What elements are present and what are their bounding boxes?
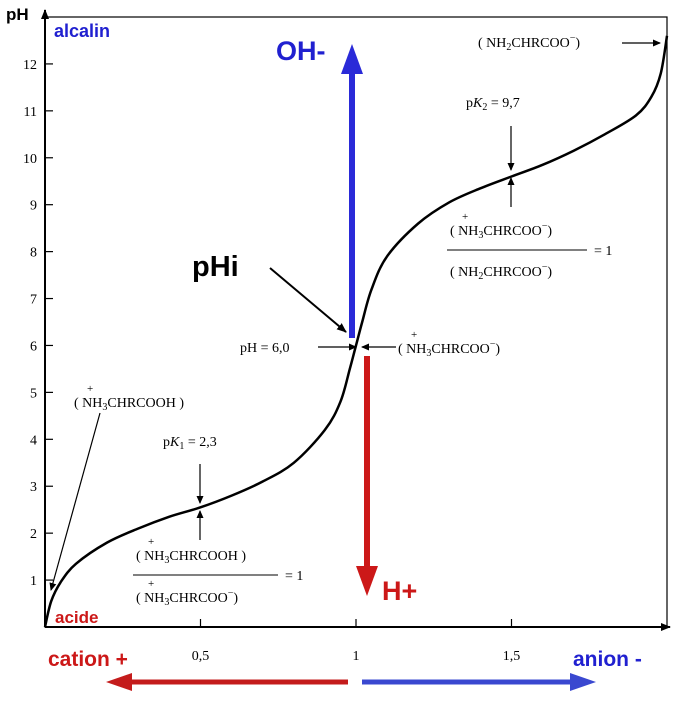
start-annotation: ( NH3CHRCOOH ) bbox=[74, 396, 184, 413]
end-annotation: ( NH2CHRCOO−) bbox=[478, 33, 580, 53]
y-tick-label: 2 bbox=[30, 527, 37, 542]
y-tick-label: 3 bbox=[30, 480, 37, 495]
pk2-numerator: ( NH3CHRCOO−) bbox=[450, 221, 552, 241]
y-tick-label: 4 bbox=[30, 433, 37, 448]
pk2-denominator: ( NH2CHRCOO−) bbox=[450, 262, 552, 282]
y-tick-label: 5 bbox=[30, 386, 37, 401]
pk1-numerator: ( NH3CHRCOOH ) bbox=[136, 549, 246, 566]
phi-pointer bbox=[269, 267, 347, 333]
cation-arrow-head bbox=[106, 673, 132, 691]
x-tick-label: 1,5 bbox=[503, 649, 521, 664]
y-tick-label: 1 bbox=[30, 574, 37, 589]
anion-label: anion - bbox=[573, 648, 642, 671]
cation-label: cation + bbox=[48, 648, 128, 671]
anion-arrow-head bbox=[570, 673, 596, 691]
alcalin-label: alcalin bbox=[54, 21, 110, 41]
pk2-ratio: = 1 bbox=[594, 244, 612, 259]
zwitterion-plus: + bbox=[411, 329, 417, 341]
phi-label: pHi bbox=[192, 251, 239, 283]
pk2-label: pK2 = 9,7 bbox=[466, 96, 520, 113]
x-tick-label: 1 bbox=[353, 649, 360, 664]
zwitterion-label: ( NH3CHRCOO−) bbox=[398, 339, 500, 359]
pk1-num-plus: + bbox=[148, 536, 154, 548]
y-tick-label: 6 bbox=[30, 339, 37, 354]
pk1-den-plus: + bbox=[148, 578, 154, 590]
y-tick-label: 11 bbox=[24, 105, 37, 120]
ph-annotation: pH = 6,0 bbox=[240, 341, 290, 356]
h-label: H+ bbox=[382, 576, 417, 606]
pk1-ratio: = 1 bbox=[285, 569, 303, 584]
x-tick-label: 0,5 bbox=[192, 649, 210, 664]
y-tick-label: 9 bbox=[30, 199, 37, 214]
oh-arrow-head bbox=[341, 44, 363, 74]
y-tick-label: 7 bbox=[30, 293, 37, 308]
start-plus: + bbox=[87, 383, 93, 395]
h-arrow-head bbox=[356, 566, 378, 596]
acide-label: acide bbox=[55, 608, 98, 627]
oh-label: OH- bbox=[276, 36, 326, 66]
pk1-label: pK1 = 2,3 bbox=[163, 435, 217, 452]
y-tick-label: 10 bbox=[23, 152, 37, 167]
pk1-denominator: ( NH3CHRCOO−) bbox=[136, 588, 238, 608]
y-tick-label: 12 bbox=[23, 58, 37, 73]
y-axis-title: pH bbox=[6, 5, 29, 24]
y-tick-label: 8 bbox=[30, 246, 37, 261]
start-pointer bbox=[49, 412, 101, 591]
titration-curve bbox=[43, 35, 669, 628]
pk2-num-plus: + bbox=[462, 211, 468, 223]
x-ticks: 0,5 1 1,5 bbox=[192, 619, 521, 664]
plot-frame bbox=[44, 16, 668, 628]
